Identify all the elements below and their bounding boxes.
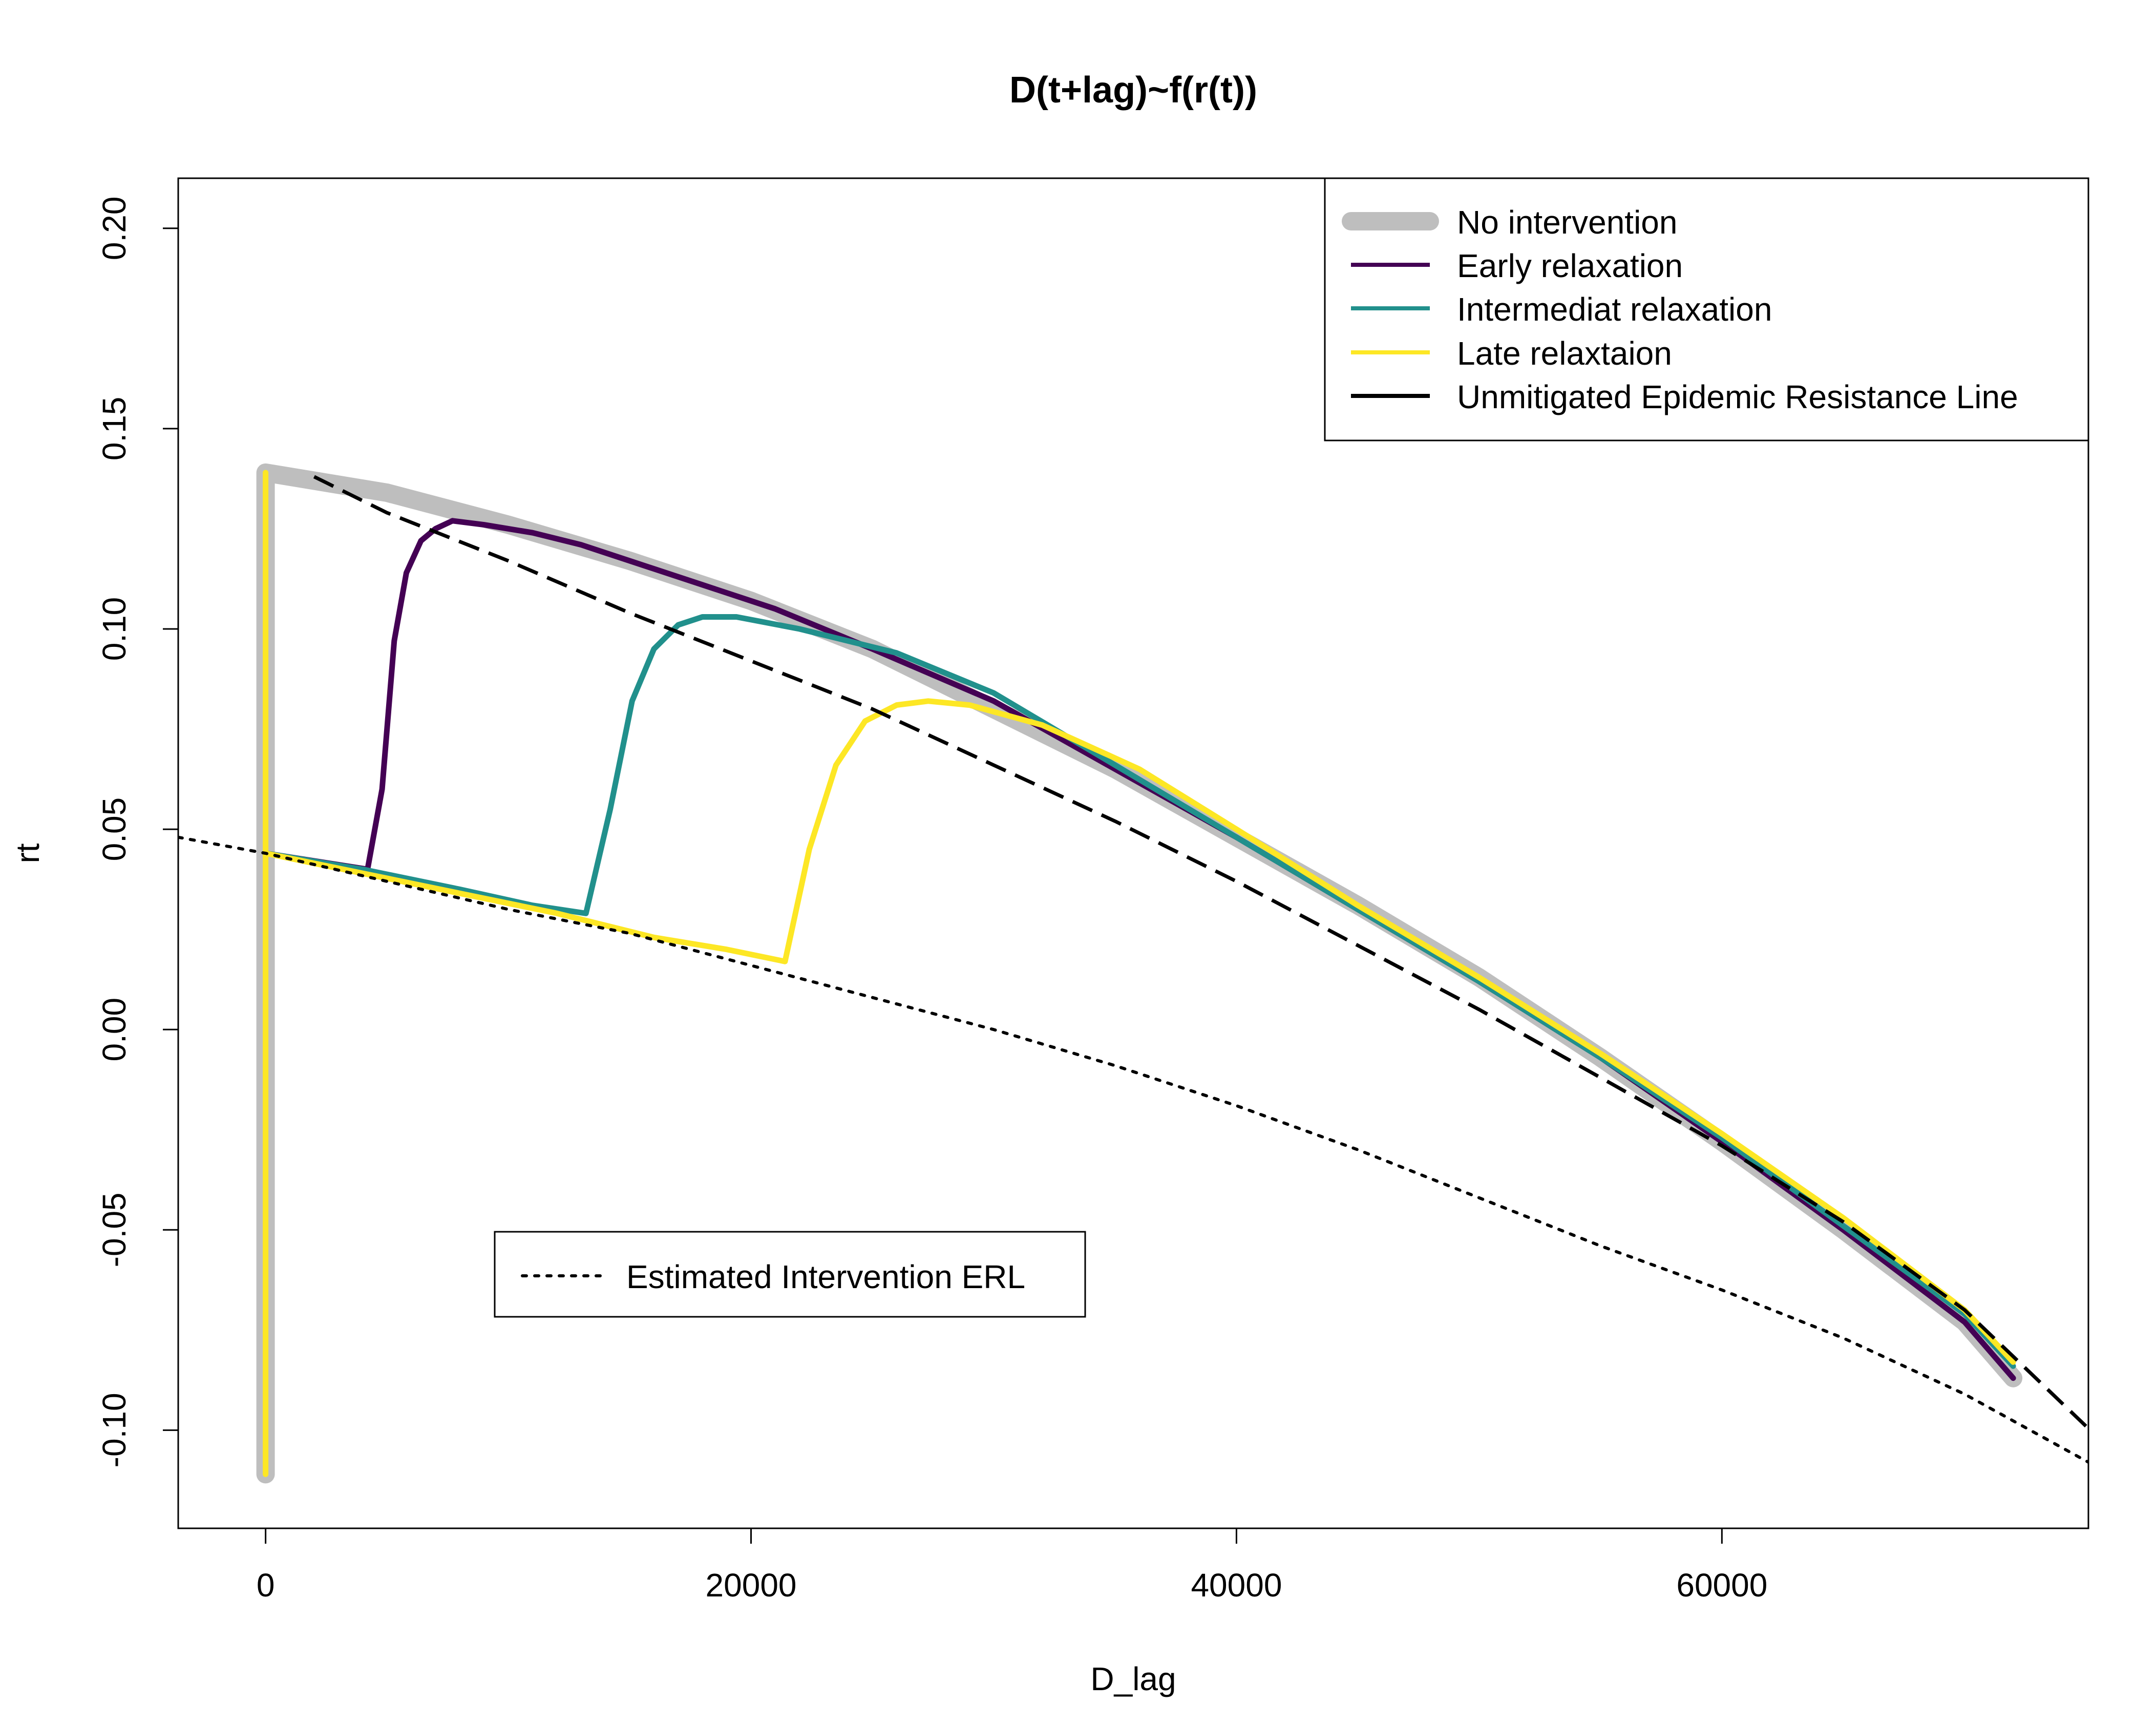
series-line-intermediat-relaxation — [263, 614, 2016, 1369]
series-layer — [178, 463, 2088, 1484]
x-tick-label: 0 — [257, 1567, 275, 1604]
legend-label-no-intervention: No intervention — [1457, 204, 1677, 241]
y-axis: -0.10 -0.05 0.00 0.05 0.10 0.15 0.20 — [96, 197, 179, 1467]
legend-main: No intervention Early relaxation Interme… — [1324, 177, 2089, 441]
legend-label-early-relaxation: Early relaxation — [1457, 247, 1683, 284]
legend-label-estimated-erl: Estimated Intervention ERL — [626, 1258, 1025, 1295]
y-tick-label: 0.10 — [96, 597, 133, 661]
legend-label-intermediat-relaxation: Intermediat relaxation — [1457, 291, 1772, 328]
legend-secondary: Estimated Intervention ERL — [494, 1231, 1086, 1318]
x-axis: 0 20000 40000 60000 — [257, 1527, 1767, 1604]
y-tick-label: -0.10 — [96, 1393, 133, 1467]
x-tick-label: 60000 — [1676, 1567, 1767, 1604]
series-line-estimated-intervention-erl — [178, 835, 2088, 1464]
x-tick-label: 20000 — [706, 1567, 797, 1604]
y-tick-label: 0.00 — [96, 998, 133, 1062]
y-axis-label: rt — [9, 843, 46, 863]
legend-main-box — [1324, 177, 2089, 441]
series-line-unmitigated-epidemic-resistance-line — [313, 475, 2087, 1428]
x-tick-label: 40000 — [1191, 1567, 1282, 1604]
y-tick-label: 0.20 — [96, 197, 133, 261]
legend-label-unmitigated-erl: Unmitigated Epidemic Resistance Line — [1457, 378, 2018, 415]
legend-label-late-relaxtaion: Late relaxtaion — [1457, 335, 1672, 372]
y-tick-label: 0.05 — [96, 797, 133, 861]
series-line-late-relaxtaion — [263, 470, 2016, 1477]
y-tick-label: 0.15 — [96, 397, 133, 461]
x-axis-label: D_lag — [1090, 1660, 1176, 1697]
chart-title: D(t+lag)~f(r(t)) — [1009, 70, 1257, 111]
y-tick-label: -0.05 — [96, 1192, 133, 1267]
legend-secondary-box — [494, 1231, 1086, 1318]
